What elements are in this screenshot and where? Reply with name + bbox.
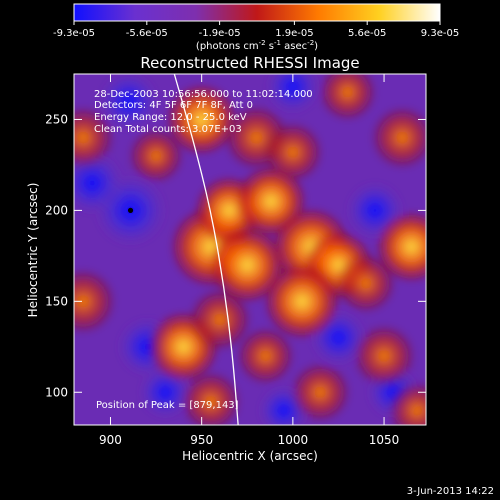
heatmap-high-region <box>236 326 295 386</box>
heatmap-high-region <box>263 263 341 340</box>
x-tick-label: 1050 <box>369 433 400 447</box>
plot-area <box>74 74 426 425</box>
x-axis-ticks: 900 950 1000 1050 <box>99 74 399 447</box>
annotation-time: 28-Dec-2003 10:56:56.000 to 11:02:14.000 <box>94 89 313 100</box>
heatmap-high-region <box>74 105 115 170</box>
heatmap-high-region <box>180 370 242 425</box>
heatmap-high-region <box>166 83 238 156</box>
footer-date: 3-Jun-2013 14:22 <box>407 486 494 497</box>
heatmap-high-region <box>74 268 117 335</box>
colorbar <box>73 3 441 22</box>
colorbar-tick-label: 1.9e-05 <box>275 28 313 39</box>
x-tick-label: 900 <box>99 433 122 447</box>
heatmap-high-region <box>335 252 397 314</box>
colorbar-tick-label: -5.6e-05 <box>126 28 168 39</box>
annotation-energy: Energy Range: 12.0 - 25.0 keV <box>94 112 247 123</box>
chart-title: Reconstructed RHESSI Image <box>140 54 359 72</box>
heatmap-blobs <box>74 74 426 425</box>
colorbar-tick-label: -9.3e-05 <box>53 28 95 39</box>
annotation-clean: Clean Total counts: 3.07E+03 <box>94 124 242 135</box>
heatmap-high-region <box>318 74 377 122</box>
heatmap-high-region <box>370 105 426 170</box>
solar-limb <box>173 74 239 425</box>
x-tick-label: 950 <box>190 433 213 447</box>
colorbar-tick-label: -1.9e-05 <box>199 28 241 39</box>
y-tick-label: 200 <box>45 203 68 217</box>
heatmap-high-region <box>128 127 184 184</box>
annotation-detectors: Detectors: 4F 5F 6F 7F 8F, Att 0 <box>94 100 253 111</box>
heatmap-high-region <box>387 381 426 425</box>
y-axis-label: Heliocentric Y (arcsec) <box>26 183 40 318</box>
y-tick-label: 150 <box>45 294 68 308</box>
colorbar-tick-label: 9.3e-05 <box>421 28 459 39</box>
heatmap-high-region <box>289 361 351 423</box>
x-axis-label: Heliocentric X (arcsec) <box>182 449 318 463</box>
annotation-peak: Position of Peak = [879,143] <box>96 400 239 411</box>
colorbar-units: (photons cm-2 s-1 asec-2) <box>196 39 318 52</box>
heatmap-high-region <box>375 211 426 283</box>
heatmap-high-region <box>209 226 286 304</box>
y-tick-label: 100 <box>45 385 68 399</box>
colorbar-ticks: -9.3e-05 -5.6e-05 -1.9e-05 1.9e-05 5.6e-05 9.… <box>53 21 459 39</box>
peak-marker <box>127 207 134 213</box>
x-tick-label: 1000 <box>278 433 309 447</box>
heatmap-low-region <box>99 74 158 131</box>
heatmap-low-region <box>266 74 320 114</box>
plot-frame <box>73 73 427 426</box>
y-axis-ticks: 100 150 200 250 <box>45 112 426 399</box>
colorbar-tick-label: 5.6e-05 <box>348 28 386 39</box>
y-tick-label: 250 <box>45 112 68 126</box>
heatmap-high-region <box>188 287 252 352</box>
heatmap-high-region <box>352 324 416 388</box>
